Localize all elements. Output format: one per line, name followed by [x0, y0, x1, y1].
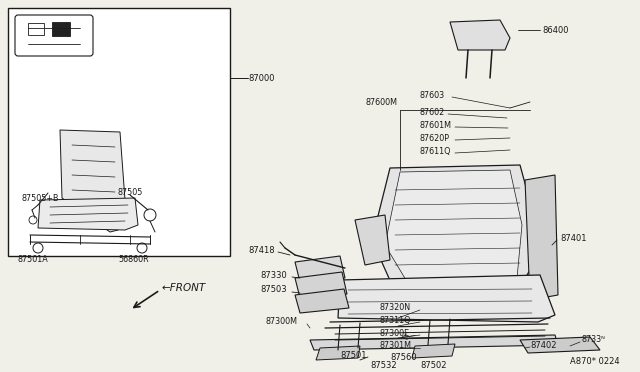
Polygon shape	[355, 215, 390, 265]
Polygon shape	[520, 337, 600, 353]
Polygon shape	[316, 346, 360, 360]
Text: 87000: 87000	[248, 74, 275, 83]
Text: 87418: 87418	[248, 246, 275, 254]
Text: 87532: 87532	[370, 362, 397, 371]
Text: 87505: 87505	[118, 187, 143, 196]
Bar	[52, 22, 70, 36]
Text: 87611Q: 87611Q	[420, 147, 451, 155]
Text: 87300M: 87300M	[265, 317, 297, 327]
Text: 56860R: 56860R	[118, 256, 148, 264]
Text: 87560: 87560	[390, 353, 417, 362]
Polygon shape	[310, 335, 558, 350]
Text: 87603: 87603	[420, 90, 445, 99]
Text: A870* 0224: A870* 0224	[570, 357, 620, 366]
Text: 87300E: 87300E	[380, 328, 410, 337]
Text: 87601M: 87601M	[420, 121, 452, 129]
Polygon shape	[295, 289, 349, 313]
Text: 87401: 87401	[560, 234, 586, 243]
Bar	[28, 23, 44, 35]
Text: 87402: 87402	[530, 340, 557, 350]
Text: 87502: 87502	[420, 362, 447, 371]
Polygon shape	[525, 175, 558, 300]
Text: 87503: 87503	[260, 285, 287, 295]
Text: 87311Q: 87311Q	[380, 315, 412, 324]
Text: 87501: 87501	[340, 350, 367, 359]
Text: 87620P: 87620P	[420, 134, 450, 142]
Polygon shape	[295, 256, 345, 282]
Text: 87330: 87330	[260, 270, 287, 279]
Text: 87505+B: 87505+B	[22, 193, 60, 202]
Bar	[8, 8, 230, 256]
Polygon shape	[385, 170, 522, 280]
Text: ←FRONT: ←FRONT	[162, 283, 206, 293]
Text: 87501A: 87501A	[18, 256, 49, 264]
Text: 87301M: 87301M	[380, 341, 412, 350]
Text: 87600M: 87600M	[365, 97, 397, 106]
Polygon shape	[60, 130, 125, 232]
Text: 8733ᴺ: 8733ᴺ	[582, 336, 606, 344]
Text: 86400: 86400	[542, 26, 568, 35]
Polygon shape	[372, 165, 535, 290]
Text: 87320N: 87320N	[380, 304, 411, 312]
Polygon shape	[412, 344, 455, 358]
Polygon shape	[450, 20, 510, 50]
Polygon shape	[38, 198, 138, 230]
Polygon shape	[338, 275, 555, 322]
Text: 87602: 87602	[420, 108, 445, 116]
Polygon shape	[295, 272, 347, 298]
